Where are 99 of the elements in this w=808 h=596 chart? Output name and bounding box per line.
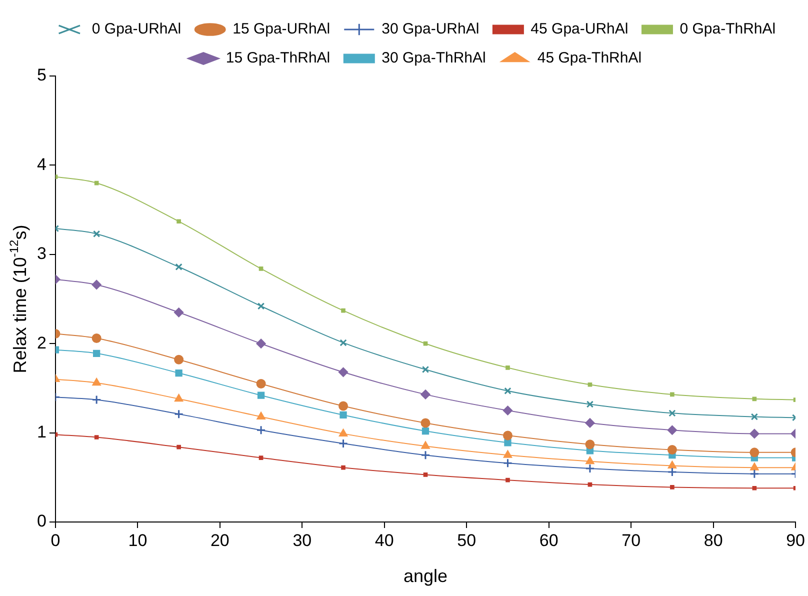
- point: [341, 308, 346, 313]
- point: [750, 462, 759, 470]
- point: [421, 441, 430, 449]
- point: [752, 396, 757, 402]
- y-tick-label: 4: [36, 154, 46, 174]
- point: [338, 401, 348, 411]
- x-tick-label: 30: [292, 530, 312, 550]
- point: [256, 338, 266, 348]
- point: [506, 478, 510, 482]
- point: [341, 465, 346, 470]
- x-axis-title: angle: [403, 566, 448, 586]
- point: [423, 341, 428, 346]
- point: [174, 354, 184, 364]
- point: [256, 425, 266, 435]
- point: [92, 378, 101, 386]
- y-tick-label: 2: [36, 333, 46, 352]
- point: [750, 413, 758, 420]
- point: [585, 464, 595, 474]
- point: [504, 450, 512, 458]
- point: [667, 445, 677, 454]
- point: [420, 418, 430, 428]
- point: [502, 406, 512, 416]
- point: [422, 427, 430, 435]
- point: [586, 400, 594, 408]
- point: [502, 458, 512, 468]
- point: [668, 461, 676, 469]
- x-tick-label: 90: [786, 530, 806, 550]
- legend-label: 30 Gpa-ThRhAl: [382, 50, 486, 67]
- point: [339, 428, 348, 436]
- point: [92, 280, 102, 290]
- point: [256, 378, 266, 388]
- point: [257, 302, 265, 310]
- point: [92, 230, 100, 238]
- line-series: [55, 432, 796, 490]
- point: [174, 394, 184, 402]
- x-tick-label: 20: [210, 530, 230, 550]
- point: [752, 486, 757, 490]
- point: [94, 435, 99, 440]
- legend-label: 45 Gpa-ThRhAl: [537, 50, 642, 67]
- point: [668, 410, 676, 417]
- x-tick-label: 80: [704, 530, 723, 550]
- point: [670, 392, 674, 397]
- y-tick-label: 1: [36, 422, 46, 442]
- point: [667, 467, 677, 477]
- x-tick-label: 0: [50, 530, 60, 550]
- point: [174, 308, 184, 318]
- y-tick-label: 0: [36, 512, 46, 531]
- point: [586, 456, 594, 464]
- line-series: [55, 174, 796, 402]
- y-tick-label: 3: [36, 244, 46, 264]
- point: [420, 390, 430, 400]
- point: [92, 395, 102, 405]
- point: [502, 430, 512, 440]
- x-tick-label: 10: [128, 530, 148, 550]
- point: [175, 263, 182, 270]
- legend-label: 15 Gpa-ThRhAl: [226, 50, 330, 67]
- point: [175, 369, 182, 377]
- point: [420, 450, 430, 460]
- legend-label: 45 Gpa-URhAl: [530, 20, 628, 38]
- y-axis-title: Relax time (10-12s): [7, 224, 30, 374]
- point: [588, 382, 592, 387]
- point: [504, 387, 512, 394]
- y-tick-label: 5: [36, 66, 46, 85]
- point: [585, 440, 595, 450]
- legend-label: 30 Gpa-URhAl: [382, 20, 480, 38]
- x-tick-label: 60: [539, 530, 558, 550]
- point: [258, 266, 264, 271]
- point: [750, 448, 760, 458]
- point: [176, 444, 181, 450]
- point: [504, 439, 512, 446]
- point: [55, 174, 58, 179]
- legend-label: 0 Gpa-URhAl: [92, 20, 182, 38]
- point: [422, 366, 430, 374]
- legend-label: 15 Gpa-URhAl: [232, 20, 330, 38]
- point: [793, 398, 796, 402]
- point: [423, 472, 428, 477]
- point: [92, 334, 102, 343]
- point: [338, 367, 348, 377]
- point: [340, 339, 347, 346]
- point: [585, 418, 595, 428]
- point: [667, 425, 677, 435]
- point: [750, 469, 760, 479]
- x-tick-label: 40: [374, 530, 394, 550]
- legend-label: 0 Gpa-ThRhAl: [680, 20, 776, 38]
- point: [338, 438, 348, 448]
- point: [340, 411, 347, 419]
- point: [588, 482, 592, 487]
- point: [176, 219, 181, 224]
- point: [94, 180, 99, 186]
- x-tick-label: 50: [457, 530, 476, 550]
- point: [257, 392, 265, 399]
- x-tick-label: 70: [622, 530, 641, 550]
- point: [750, 428, 760, 438]
- point: [92, 350, 100, 357]
- point: [174, 409, 184, 419]
- point: [506, 366, 510, 370]
- point: [670, 485, 674, 490]
- point: [256, 412, 266, 420]
- point: [258, 456, 264, 460]
